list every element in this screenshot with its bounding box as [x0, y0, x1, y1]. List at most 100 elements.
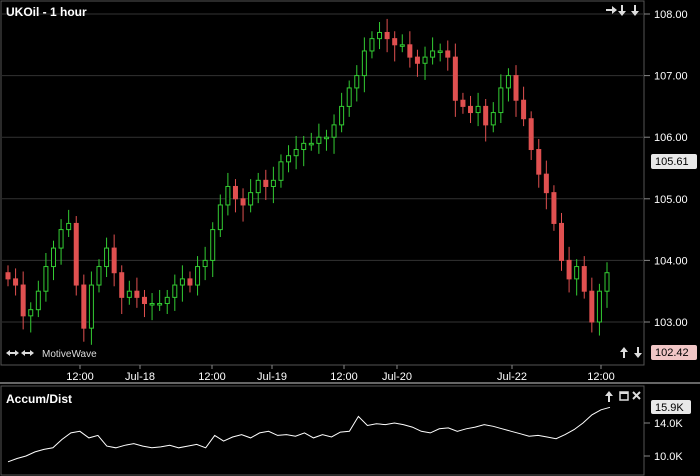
y-tick-label: 104.00 — [654, 255, 688, 267]
candle-body — [323, 136, 329, 140]
candle-body — [5, 272, 11, 280]
indicator-title: Accum/Dist — [6, 392, 72, 406]
candle-body — [414, 56, 420, 64]
y-tick-label: 14.0K — [654, 418, 683, 430]
candle-body — [286, 155, 292, 163]
candle-body — [179, 278, 185, 286]
candle-body — [377, 31, 383, 40]
y-tick-label: 105.00 — [654, 194, 688, 206]
arrows-horizontal-icon[interactable] — [6, 350, 19, 356]
arrow-up-icon[interactable] — [620, 347, 628, 358]
candle-body — [172, 284, 178, 298]
x-tick-label: Jul-20 — [382, 371, 412, 383]
candle-body — [581, 266, 587, 292]
indicator-axis: 14.0K 10.0K — [644, 418, 683, 463]
candle-body — [28, 309, 34, 317]
arrow-up-icon[interactable] — [605, 391, 613, 402]
candle-body — [559, 222, 565, 261]
candle-body — [20, 284, 26, 317]
candle-body — [604, 272, 610, 292]
candle-body — [195, 266, 201, 286]
candle-body — [43, 266, 49, 292]
chart-title: UKOil - 1 hour — [6, 5, 87, 19]
candle-body — [50, 247, 56, 268]
arrows-horizontal-icon[interactable] — [21, 350, 34, 356]
candle-body — [384, 31, 390, 40]
candle-body — [58, 229, 64, 249]
y-tick-label: 103.00 — [654, 317, 688, 329]
candle-body — [483, 105, 489, 126]
candle-body — [35, 290, 41, 311]
candle-body — [399, 44, 405, 47]
x-tick-label: 12:00 — [198, 371, 226, 383]
candle-body — [468, 105, 474, 114]
candle-body — [111, 247, 117, 274]
candle-body — [301, 142, 307, 151]
candle-body — [498, 87, 504, 114]
arrow-down-icon[interactable] — [631, 5, 639, 16]
y-tick-label: 107.00 — [654, 71, 688, 83]
candle-body — [460, 99, 466, 107]
time-axis: 12:00 Jul-18 12:00 Jul-19 12:00 Jul-20 Jul-22 1… — [66, 365, 615, 383]
candle-body — [445, 50, 451, 58]
x-tick-label: 12:00 — [66, 371, 94, 383]
y-tick-label: 108.00 — [654, 9, 688, 21]
candle-body — [66, 222, 72, 231]
x-tick-label: 12:00 — [587, 371, 615, 383]
candle-body — [369, 38, 375, 52]
candle-body — [88, 284, 94, 329]
price-axis: 108.00 107.00 106.00 105.00 104.00 103.00 — [644, 9, 688, 329]
svg-text:105.61: 105.61 — [655, 156, 689, 168]
candle-body — [217, 204, 223, 231]
arrow-down-icon[interactable] — [618, 5, 626, 16]
candle-body — [96, 266, 102, 286]
candle-body — [339, 105, 345, 126]
close-icon[interactable] — [632, 391, 641, 400]
candle-body — [437, 50, 443, 53]
watermark: MotiveWave — [42, 349, 97, 360]
candle-body — [354, 75, 360, 89]
candle-body — [164, 296, 170, 305]
candle-body — [505, 75, 511, 89]
candle-body — [589, 290, 595, 323]
y-tick-label: 106.00 — [654, 132, 688, 144]
svg-text:15.9K: 15.9K — [655, 402, 684, 414]
candle-body — [392, 38, 398, 46]
candle-body — [104, 247, 110, 268]
candle-body — [232, 185, 238, 200]
x-tick-label: Jul-18 — [125, 371, 155, 383]
candle-body — [521, 99, 527, 120]
candle-body — [149, 303, 155, 306]
candle-body — [263, 179, 269, 187]
candle-body — [240, 198, 246, 206]
candle-body — [536, 149, 542, 175]
candle-body — [407, 44, 413, 58]
candle-body — [141, 296, 147, 305]
candle-body — [248, 192, 254, 206]
accum-dist-series — [7, 406, 611, 463]
candle-body — [126, 290, 132, 298]
candle-body — [255, 179, 261, 194]
candle-body — [225, 185, 231, 206]
candle-body — [361, 50, 367, 77]
low-price-badge: 102.42 — [651, 345, 697, 360]
candle-body — [422, 56, 428, 64]
candle-body — [543, 173, 549, 194]
candle-body — [202, 259, 208, 268]
candle-body — [210, 229, 216, 261]
candle-body — [270, 179, 276, 187]
candle-body — [308, 142, 314, 146]
candle-body — [278, 161, 284, 181]
restore-icon[interactable] — [619, 391, 629, 401]
candle-body — [81, 284, 87, 329]
candle-body — [73, 222, 79, 286]
candlestick-series — [5, 18, 610, 345]
candle-body — [551, 192, 557, 224]
candle-body — [331, 124, 337, 138]
price-panel-frame — [0, 0, 645, 366]
arrow-right-icon[interactable] — [606, 6, 617, 14]
arrow-down-icon[interactable] — [634, 347, 642, 358]
candle-body — [475, 105, 481, 114]
x-tick-label: Jul-22 — [497, 371, 527, 383]
